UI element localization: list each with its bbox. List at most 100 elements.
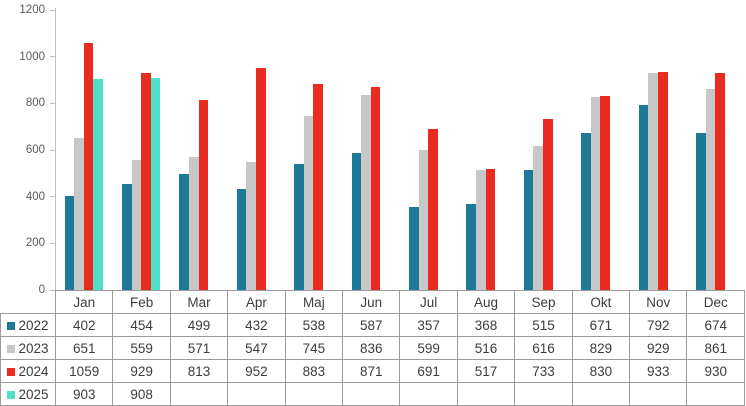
- bar-group-apr: [228, 0, 285, 290]
- month-header-jul: Jul: [399, 290, 458, 314]
- legend-swatch-2025: [7, 391, 16, 399]
- value-cell-2024-aug: 517: [456, 359, 516, 383]
- bar-2023-aug: [476, 169, 486, 290]
- bar-2022-sep: [523, 169, 534, 290]
- bar-group-mar: [171, 0, 228, 290]
- bar-2024-maj: [313, 83, 323, 290]
- y-axis-tick-label: 400: [25, 190, 45, 203]
- month-header-jan: Jan: [54, 290, 114, 314]
- value-cell-2025-mar: [169, 382, 229, 406]
- bar-2022-mar: [179, 173, 189, 290]
- value-cell-2024-nov: 933: [629, 359, 688, 383]
- bar-2023-sep: [533, 146, 544, 290]
- month-header-feb: Feb: [112, 290, 171, 314]
- y-axis-tick-mark: [50, 149, 55, 151]
- bar-2022-dec: [696, 132, 706, 290]
- table-row-2024: 2024 1059 929 813 952 883 871 691 517 733 830 933 93…: [0, 359, 745, 383]
- y-axis-tick-label: 800: [25, 97, 45, 110]
- y-axis-tick-mark: [50, 289, 55, 291]
- value-cell-2023-jan: 651: [54, 336, 114, 360]
- bar-2023-dec: [705, 89, 716, 290]
- bar-2024-jun: [370, 86, 381, 290]
- bar-2024-jul: [428, 128, 438, 290]
- series-label-2022: 2022: [18, 317, 49, 333]
- bar-2022-okt: [581, 133, 591, 290]
- bar-2023-maj: [303, 116, 314, 290]
- y-axis-tick-mark: [50, 196, 55, 198]
- value-cell-2025-dec: [686, 382, 745, 406]
- value-cell-2023-okt: 829: [571, 336, 631, 360]
- bar-2023-apr: [246, 162, 256, 290]
- value-cell-2022-maj: 538: [284, 313, 344, 337]
- month-header-apr: Apr: [227, 290, 286, 314]
- value-cell-2022-okt: 671: [571, 313, 631, 337]
- bar-2024-mar: [198, 100, 209, 290]
- value-cell-2025-okt: [571, 382, 631, 406]
- bar-2024-sep: [543, 118, 553, 290]
- bar-group-nov: [630, 0, 687, 290]
- bar-2025-feb: [150, 78, 161, 290]
- legend-cell-2022: 2022: [0, 313, 56, 337]
- value-cell-2025-nov: [629, 382, 688, 406]
- legend-swatch-2024: [7, 368, 16, 376]
- y-axis-line: [55, 8, 56, 290]
- value-cell-2023-apr: 547: [227, 336, 286, 360]
- value-cell-2025-jul: [399, 382, 458, 406]
- value-cell-2025-jan: 903: [54, 382, 114, 406]
- bar-2024-okt: [600, 96, 611, 290]
- value-cell-2022-jan: 402: [54, 313, 114, 337]
- legend-swatch-2022: [7, 322, 16, 330]
- value-cell-2022-jun: 587: [342, 313, 401, 337]
- value-cell-2025-apr: [227, 382, 286, 406]
- value-cell-2025-jun: [342, 382, 401, 406]
- value-cell-2023-mar: 571: [169, 336, 229, 360]
- y-axis-tick-mark: [50, 9, 55, 11]
- bar-group-okt: [573, 0, 630, 290]
- value-cell-2024-jan: 1059: [54, 359, 114, 383]
- value-cell-2024-mar: 813: [169, 359, 229, 383]
- value-cell-2022-jul: 357: [399, 313, 458, 337]
- bar-2022-aug: [466, 204, 477, 290]
- table-header-row: Jan Feb Mar Apr Maj Jun Jul Aug Sep Okt Nov Dec: [1, 290, 745, 314]
- chart-data-table: Jan Feb Mar Apr Maj Jun Jul Aug Sep Okt Nov Dec 2022…: [0, 290, 745, 406]
- value-cell-2025-aug: [456, 382, 516, 406]
- y-axis-tick-mark: [50, 102, 55, 104]
- value-cell-2022-dec: 674: [686, 313, 745, 337]
- y-axis-tick-label: 0: [38, 284, 45, 296]
- series-label-2025: 2025: [18, 386, 49, 402]
- bar-2024-dec: [715, 73, 725, 290]
- value-cell-2024-jun: 871: [342, 359, 401, 383]
- value-cell-2025-feb: 908: [112, 382, 171, 406]
- value-cell-2024-sep: 733: [514, 359, 573, 383]
- table-row-2022: 2022 402 454 499 432 538 587 357 368 515 671 792 674: [0, 313, 745, 337]
- bar-group-sep: [515, 0, 572, 290]
- bar-2022-jun: [351, 153, 362, 290]
- value-cell-2024-okt: 830: [571, 359, 631, 383]
- value-cell-2025-sep: [514, 382, 573, 406]
- value-cell-2023-aug: 516: [456, 336, 516, 360]
- month-header-nov: Nov: [629, 290, 688, 314]
- bar-2023-feb: [131, 159, 142, 290]
- bar-2022-feb: [121, 184, 132, 290]
- plot-bars: [56, 0, 745, 290]
- table-row-2023: 2023 651 559 571 547 745 836 599 516 616 829 929 861: [0, 336, 745, 360]
- y-axis-tick-label: 1000: [19, 50, 45, 63]
- value-cell-2023-nov: 929: [629, 336, 688, 360]
- bar-2023-nov: [648, 73, 658, 290]
- bar-2024-jan: [83, 42, 94, 290]
- bar-2023-jul: [418, 150, 429, 290]
- month-header-aug: Aug: [456, 290, 516, 314]
- value-cell-2024-dec: 930: [686, 359, 745, 383]
- series-label-2024: 2024: [18, 363, 49, 379]
- month-header-dec: Dec: [686, 290, 745, 314]
- bar-2025-jan: [93, 79, 103, 290]
- value-cell-2022-sep: 515: [514, 313, 573, 337]
- value-cell-2022-nov: 792: [629, 313, 688, 337]
- bar-group-jan: [56, 0, 113, 290]
- bar-2022-apr: [236, 189, 247, 290]
- bar-group-jun: [343, 0, 400, 290]
- chart-plot-area: 0 200 400 600 800 1000 1200: [19, 0, 745, 296]
- legend-cell-2023: 2023: [0, 336, 56, 360]
- bar-2022-jul: [409, 206, 419, 290]
- bar-2024-nov: [657, 72, 668, 290]
